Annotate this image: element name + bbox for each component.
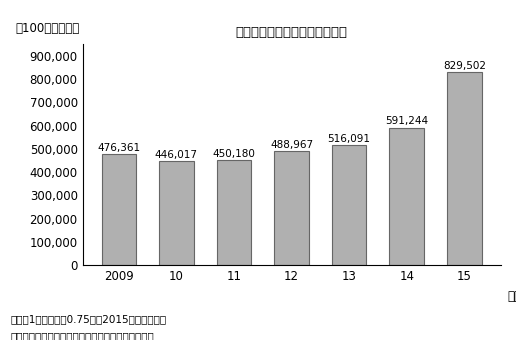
Text: 591,244: 591,244 [385,116,428,126]
Text: （注）1ルピー＝祰0.75円、2015年は速報値。: （注）1ルピー＝祰0.75円、2015年は速報値。 [10,314,167,324]
Text: 446,017: 446,017 [155,150,198,160]
Text: 516,091: 516,091 [328,134,370,144]
Bar [390,128,424,265]
Text: （100万ルピー）: （100万ルピー） [15,22,80,35]
Bar [332,145,366,265]
Bar [159,162,194,265]
Text: 488,967: 488,967 [270,140,313,150]
Text: 829,502: 829,502 [443,61,486,71]
Bar [102,154,136,265]
Text: 476,361: 476,361 [98,143,140,153]
Title: スリランカの財政赤字額の推移: スリランカの財政赤字額の推移 [235,26,348,39]
Bar [275,151,309,265]
Text: 450,180: 450,180 [213,149,255,159]
Bar [447,72,481,265]
Text: （年）: （年） [507,290,516,303]
Text: （出所）スリランカ財務省ウェブサイトを基に作成: （出所）スリランカ財務省ウェブサイトを基に作成 [10,332,154,340]
Bar [217,160,251,265]
